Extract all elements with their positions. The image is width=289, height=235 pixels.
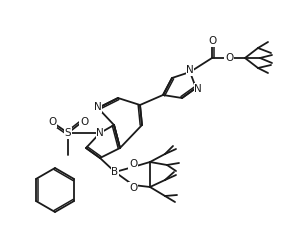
Text: N: N: [186, 65, 194, 75]
Text: O: O: [129, 159, 137, 169]
Text: S: S: [65, 128, 71, 138]
Text: O: O: [225, 53, 233, 63]
Text: N: N: [96, 128, 104, 138]
Text: O: O: [129, 183, 137, 193]
Text: N: N: [194, 84, 202, 94]
Text: O: O: [208, 36, 216, 46]
Text: B: B: [112, 167, 118, 177]
Text: O: O: [48, 117, 56, 127]
Text: O: O: [80, 117, 88, 127]
Text: N: N: [94, 102, 102, 112]
